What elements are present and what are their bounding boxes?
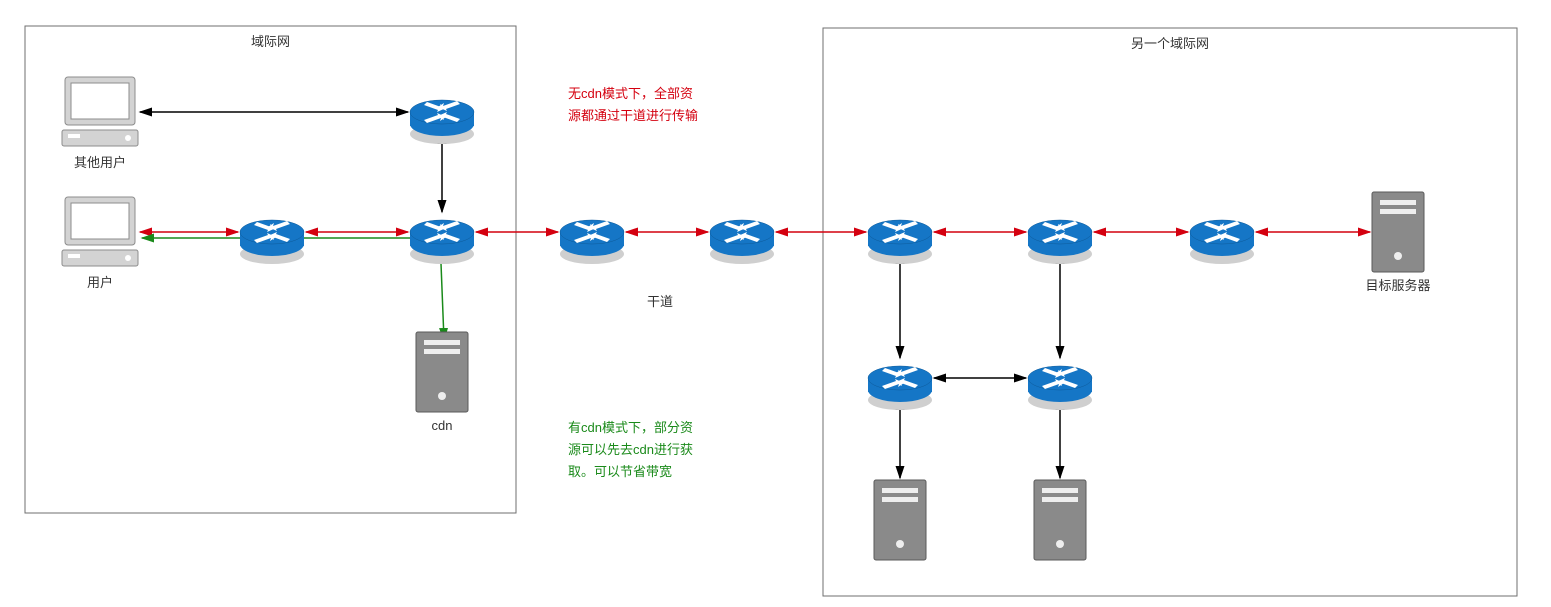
router-r_r5 [1028,366,1092,410]
router-r_t1 [560,220,624,264]
router-r_top [410,100,474,144]
router-r_r1 [868,220,932,264]
router-r_t2 [710,220,774,264]
annotation-red: 无cdn模式下，全部资 [568,86,693,101]
annotation-green: 有cdn模式下，部分资 [568,420,693,435]
annotation-red: 源都通过干道进行传输 [568,108,698,123]
pc-pc_other [62,77,138,146]
server-srv_target [1372,192,1424,272]
router-r_r2 [1028,220,1092,264]
server-srv_cdn [416,332,468,412]
server-srv_r1 [874,480,926,560]
label-other-user: 其他用户 [74,155,126,170]
server-srv_r2 [1034,480,1086,560]
annotation-green: 源可以先去cdn进行获 [568,442,693,457]
edges [140,112,1370,478]
region-right [823,28,1517,596]
region-left-title: 域际网 [251,34,290,49]
annotation-green: 取。可以节省带宽 [568,464,672,479]
router-r_l1 [240,220,304,264]
router-r_l2 [410,220,474,264]
router-r_r3 [1190,220,1254,264]
router-r_r4 [868,366,932,410]
label-user: 用户 [87,275,113,290]
pc-pc_user [62,197,138,266]
region-right-title: 另一个域际网 [1131,36,1209,51]
label-target: 目标服务器 [1365,278,1430,293]
diagram-canvas: 域际网 另一个域际网其他用户用户 cdn 干道 目标服务器 无cdn模式下，全部资源都通过… [0,0,1551,607]
label-trunk: 干道 [647,294,673,309]
label-cdn: cdn [432,418,453,433]
